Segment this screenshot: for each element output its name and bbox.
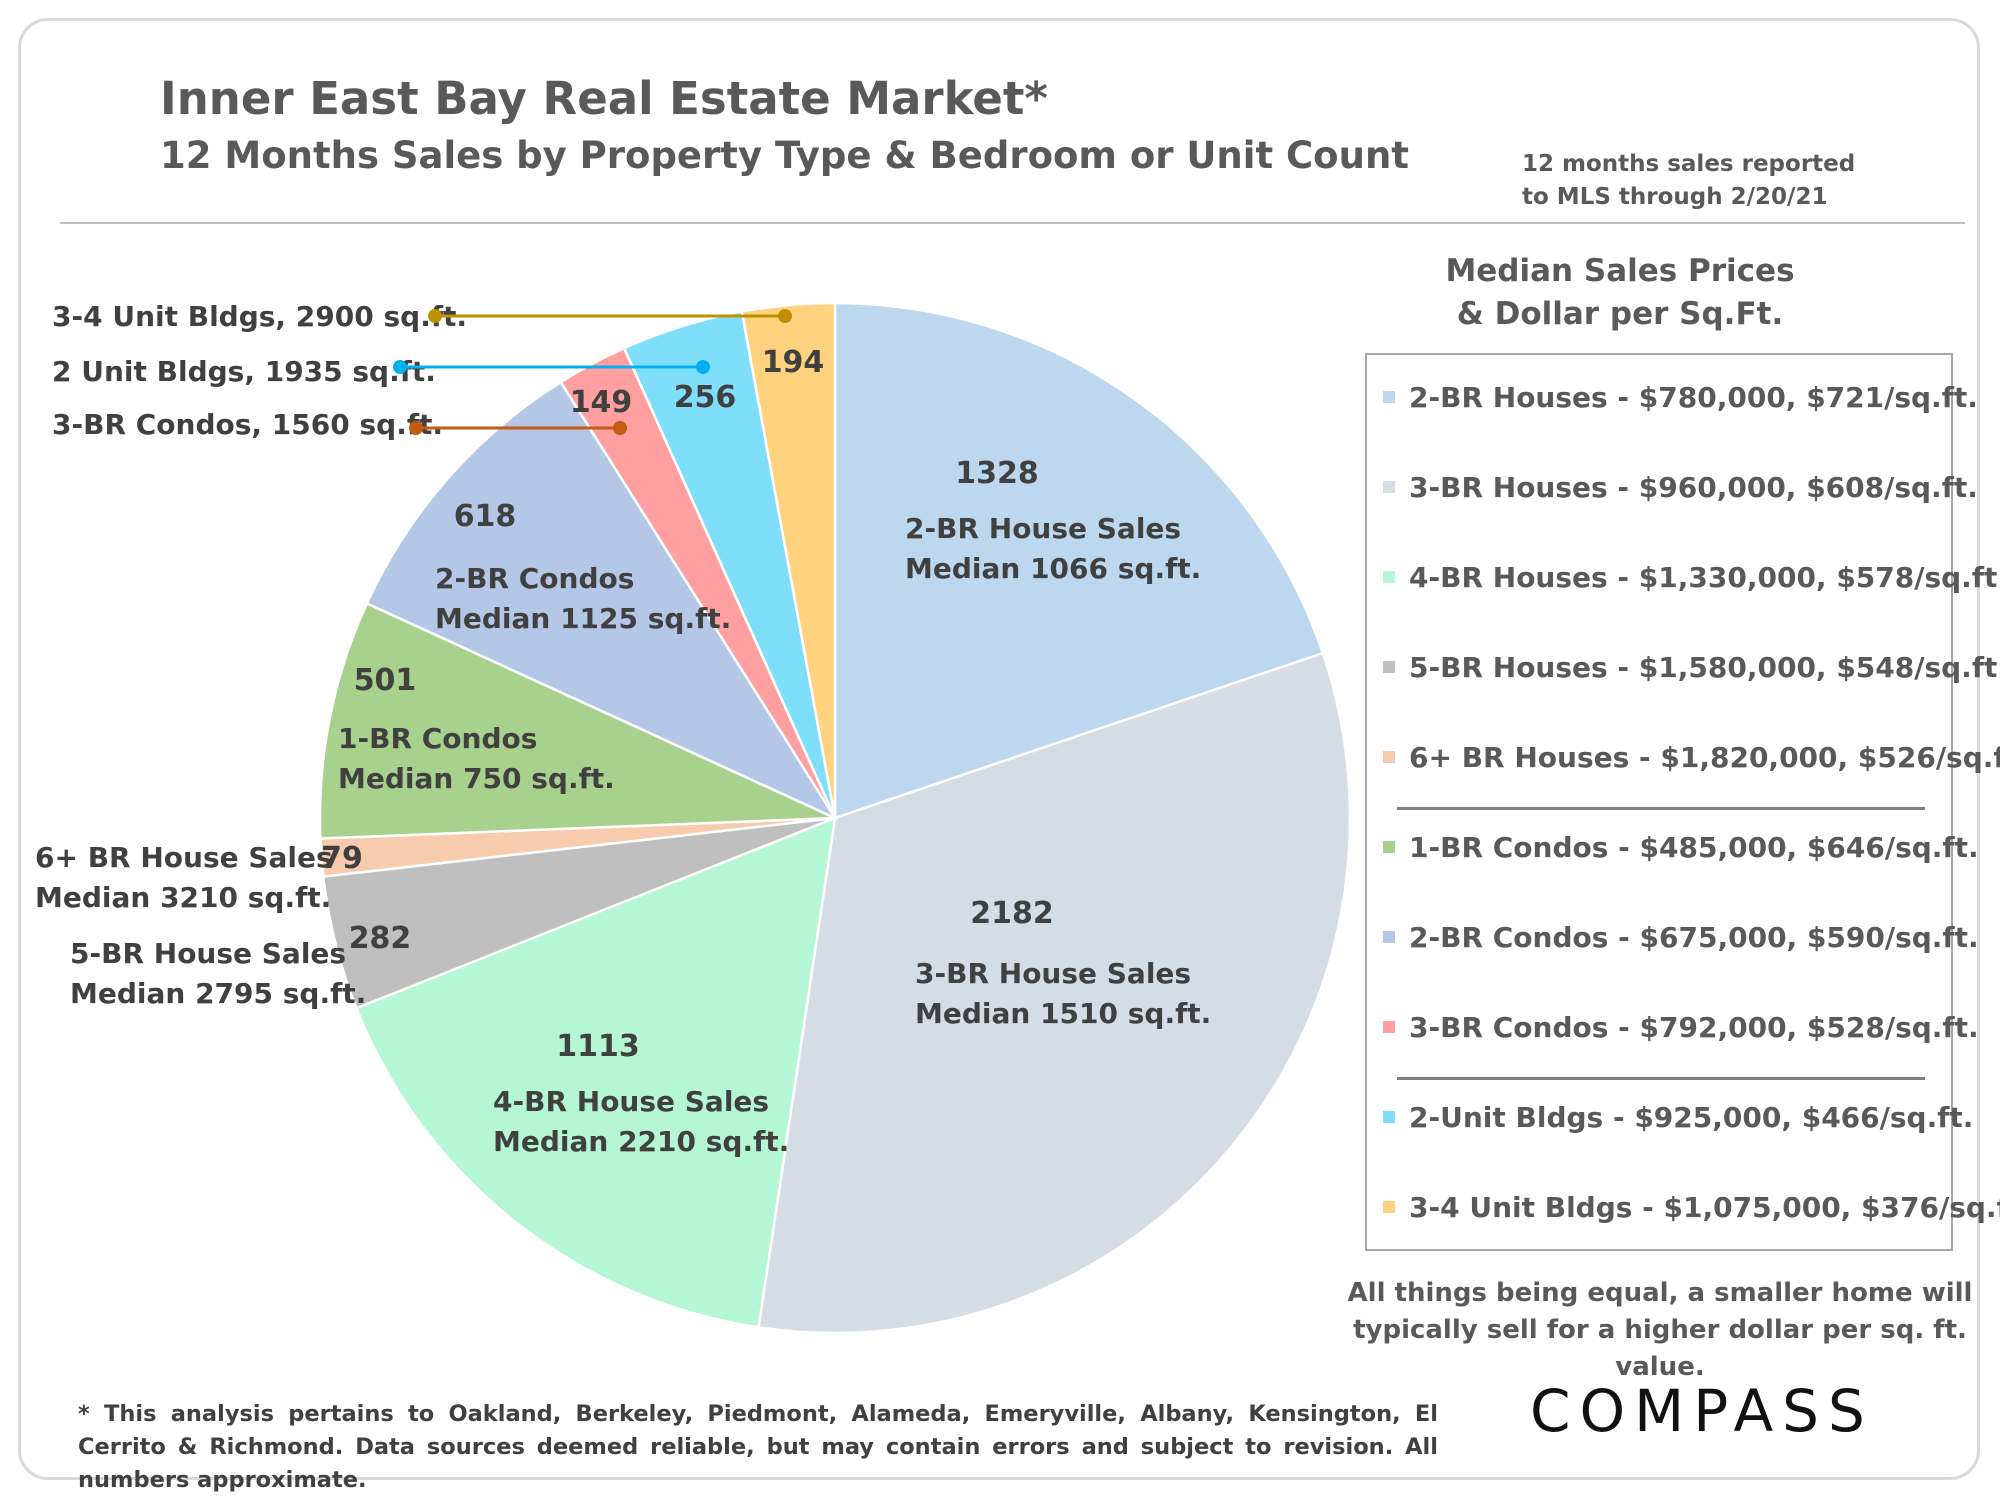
size-tip: All things being equal, a smaller home w… — [1340, 1275, 1980, 1386]
report-note-line: 12 months sales reported — [1522, 151, 1856, 177]
legend-item: 6+ BR Houses - $1,820,000, $526/sq.ft. — [1383, 737, 2000, 777]
legend-swatch — [1383, 931, 1395, 943]
slice-value-label: 2182 — [970, 896, 1054, 931]
report-note: 12 months sales reported to MLS through … — [1522, 148, 1855, 214]
slice-category-label: Median 1510 sq.ft. — [915, 997, 1211, 1030]
footnote: * This analysis pertains to Oakland, Ber… — [78, 1401, 1438, 1493]
legend-swatch — [1383, 751, 1395, 763]
legend-swatch — [1383, 841, 1395, 853]
slice-category-label: 3-BR House Sales — [915, 957, 1191, 990]
card-frame — [18, 18, 1980, 1480]
legend-swatch — [1383, 571, 1395, 583]
size-tip-line: All things being equal, a smaller home w… — [1347, 1278, 1973, 1308]
slice-value-label: 79 — [321, 841, 363, 876]
pie-slice — [833, 301, 1325, 820]
slice-category-label: 5-BR House Sales — [70, 937, 346, 970]
leader-dot — [393, 360, 407, 374]
leader-dot — [428, 309, 442, 323]
legend-separator — [1397, 1077, 1925, 1080]
legend-item: 2-BR Houses - $780,000, $721/sq.ft. — [1383, 377, 1978, 417]
legend-item: 2-BR Condos - $675,000, $590/sq.ft. — [1383, 917, 1979, 957]
pie-slice — [740, 301, 837, 819]
leader-dot — [696, 360, 710, 374]
slice-category-label: 3-4 Unit Bldgs, 2900 sq.ft. — [52, 300, 467, 333]
legend-swatch — [1383, 1111, 1395, 1123]
legend-item: 5-BR Houses - $1,580,000, $548/sq.ft. — [1383, 647, 2000, 687]
legend-swatch — [1383, 661, 1395, 673]
legend-title-line: Median Sales Prices — [1445, 253, 1795, 289]
slice-category-label: 2 Unit Bldgs, 1935 sq.ft. — [52, 355, 436, 388]
slice-category-label: 2-BR Condos — [435, 562, 634, 595]
legend-item: 3-4 Unit Bldgs - $1,075,000, $376/sq.ft. — [1383, 1187, 2000, 1227]
legend-label: 2-BR Condos - $675,000, $590/sq.ft. — [1409, 920, 1979, 954]
slice-category-label: Median 1066 sq.ft. — [905, 552, 1201, 585]
legend-label: 6+ BR Houses - $1,820,000, $526/sq.ft. — [1409, 740, 2000, 774]
slice-value-label: 194 — [762, 345, 825, 380]
size-tip-line: typically sell for a higher dollar per s… — [1353, 1315, 1967, 1382]
legend-item: 1-BR Condos - $485,000, $646/sq.ft. — [1383, 827, 1979, 867]
slice-category-label: Median 2795 sq.ft. — [70, 977, 366, 1010]
legend-label: 3-BR Houses - $960,000, $608/sq.ft. — [1409, 470, 1978, 504]
slice-category-label: 4-BR House Sales — [493, 1085, 769, 1118]
slice-category-label: Median 750 sq.ft. — [338, 762, 615, 795]
legend-label: 2-Unit Bldgs - $925,000, $466/sq.ft. — [1409, 1100, 1974, 1134]
leader-dot — [613, 421, 627, 435]
slice-category-label: Median 2210 sq.ft. — [493, 1125, 789, 1158]
legend-label: 2-BR Houses - $780,000, $721/sq.ft. — [1409, 380, 1978, 414]
slice-value-label: 1328 — [955, 456, 1039, 491]
legend-label: 5-BR Houses - $1,580,000, $548/sq.ft. — [1409, 650, 2000, 684]
slice-value-label: 256 — [674, 380, 737, 415]
legend-separator — [1397, 807, 1925, 810]
legend-label: 4-BR Houses - $1,330,000, $578/sq.ft. — [1409, 560, 2000, 594]
chart-title: Inner East Bay Real Estate Market* — [160, 72, 1048, 125]
slice-category-label: 6+ BR House Sales — [35, 841, 333, 874]
legend-label: 3-BR Condos - $792,000, $528/sq.ft. — [1409, 1010, 1979, 1044]
legend-title-line: & Dollar per Sq.Ft. — [1456, 296, 1784, 332]
slice-value-label: 149 — [570, 385, 633, 420]
leader-dot — [409, 421, 423, 435]
slice-category-label: 1-BR Condos — [338, 722, 537, 755]
slice-value-label: 501 — [354, 663, 417, 698]
compass-logo: COMPASS — [1530, 1377, 1874, 1445]
legend-item: 3-BR Condos - $792,000, $528/sq.ft. — [1383, 1007, 1979, 1047]
slice-value-label: 618 — [454, 499, 517, 534]
slice-category-label: 3-BR Condos, 1560 sq.ft. — [52, 408, 443, 441]
legend-title: Median Sales Prices & Dollar per Sq.Ft. — [1370, 250, 1870, 336]
header-divider — [60, 222, 1965, 224]
slice-category-label: Median 3210 sq.ft. — [35, 881, 331, 914]
slice-value-label: 282 — [349, 921, 412, 956]
legend-item: 3-BR Houses - $960,000, $608/sq.ft. — [1383, 467, 1978, 507]
slice-value-label: 1113 — [556, 1029, 640, 1064]
legend-swatch — [1383, 391, 1395, 403]
leader-dot — [778, 309, 792, 323]
slice-category-label: 2-BR House Sales — [905, 512, 1181, 545]
legend-swatch — [1383, 1021, 1395, 1033]
pie-slice — [365, 380, 839, 821]
legend-item: 4-BR Houses - $1,330,000, $578/sq.ft. — [1383, 557, 2000, 597]
legend-label: 1-BR Condos - $485,000, $646/sq.ft. — [1409, 830, 1979, 864]
pie-slice — [354, 816, 837, 1329]
legend-item: 2-Unit Bldgs - $925,000, $466/sq.ft. — [1383, 1097, 1973, 1137]
pie-slice — [757, 651, 1352, 1335]
pie-slice — [318, 601, 836, 840]
legend: 2-BR Houses - $780,000, $721/sq.ft. 3-BR… — [1365, 353, 2000, 1251]
chart-subtitle: 12 Months Sales by Property Type & Bedro… — [160, 134, 1409, 177]
legend-label: 3-4 Unit Bldgs - $1,075,000, $376/sq.ft. — [1409, 1190, 2000, 1224]
legend-swatch — [1383, 481, 1395, 493]
legend-swatch — [1383, 1201, 1395, 1213]
report-note-line: to MLS through 2/20/21 — [1522, 184, 1828, 210]
slice-category-label: Median 1125 sq.ft. — [435, 602, 731, 635]
